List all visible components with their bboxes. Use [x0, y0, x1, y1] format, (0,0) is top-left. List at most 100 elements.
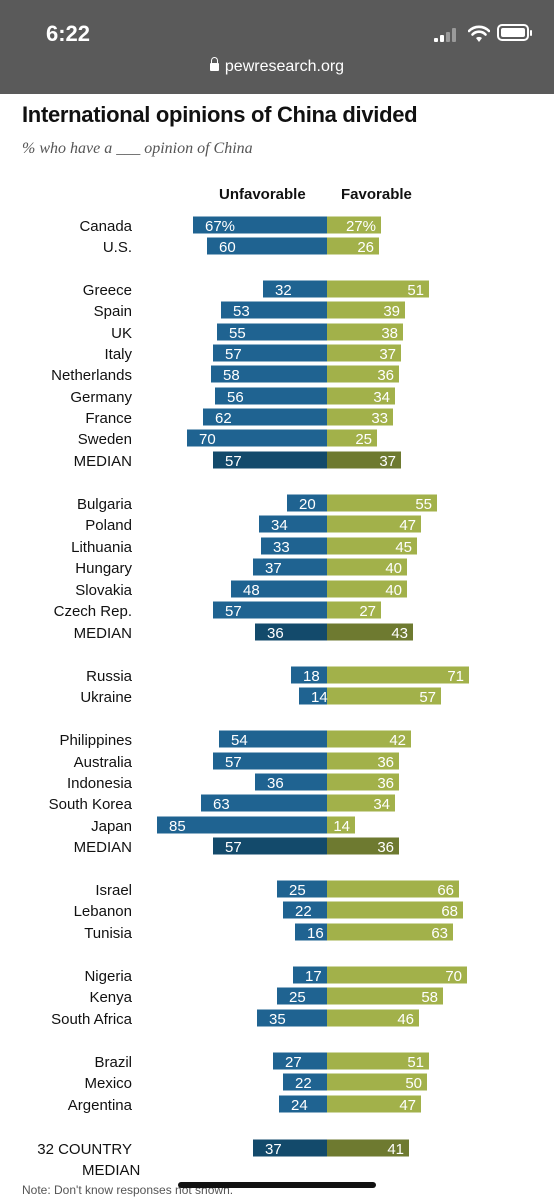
favorable-value-label: 25: [355, 431, 372, 448]
unfavorable-value-label: 58: [223, 367, 240, 384]
unfavorable-value-label: 32: [275, 282, 292, 299]
favorable-value-label: 58: [421, 989, 438, 1006]
favorable-bar: [327, 580, 407, 598]
favorable-bar: [327, 837, 399, 855]
favorable-value-label: 36: [377, 367, 394, 384]
favorable-value-label: 46: [397, 1011, 414, 1028]
country-label: Sweden: [78, 431, 132, 448]
country-label: Australia: [74, 754, 133, 771]
unfavorable-value-label: 18: [303, 668, 320, 685]
chart-subtitle: % who have a ___ opinion of China: [22, 140, 253, 157]
unfavorable-bar: [213, 344, 327, 362]
favorable-value-label: 34: [373, 389, 390, 406]
country-label: Mexico: [84, 1075, 132, 1092]
favorable-value-label: 63: [431, 925, 448, 942]
country-label: Tunisia: [84, 925, 132, 942]
unfavorable-value-label: 37: [265, 560, 282, 577]
chart-title: International opinions of China divided: [22, 102, 418, 127]
country-label: MEDIAN: [74, 453, 132, 470]
favorable-bar: [327, 537, 417, 555]
favorable-value-label: 41: [387, 1141, 404, 1158]
unfavorable-value-label: 27: [285, 1054, 302, 1071]
favorable-bar: [327, 623, 413, 641]
unfavorable-bar: [215, 387, 327, 405]
unfavorable-value-label: 54: [231, 732, 248, 749]
unfavorable-value-label: 60: [219, 239, 236, 256]
unfavorable-value-label: 34: [271, 517, 288, 534]
unfavorable-bar: [253, 1139, 327, 1157]
unfavorable-value-label: 53: [233, 303, 250, 320]
unfavorable-value-label: 36: [267, 775, 284, 792]
unfavorable-value-label: 85: [169, 818, 186, 835]
favorable-value-label: 47: [399, 1097, 416, 1114]
favorable-value-label: 40: [385, 560, 402, 577]
unfavorable-bar: [193, 216, 327, 234]
unfavorable-bar: [287, 494, 327, 512]
favorable-bar: [327, 1052, 429, 1070]
favorable-bar: [327, 601, 381, 619]
country-label: Philippines: [59, 732, 132, 749]
favorable-bar: [327, 494, 437, 512]
unfavorable-bar: [213, 752, 327, 770]
country-label: Italy: [104, 346, 132, 363]
home-indicator[interactable]: [178, 1182, 376, 1188]
favorable-value-label: 38: [381, 325, 398, 342]
unfavorable-value-label: 57: [225, 603, 242, 620]
unfavorable-value-label: 67%: [205, 218, 235, 235]
url-bar[interactable]: pewresearch.org: [0, 57, 554, 76]
unfavorable-bar: [211, 365, 327, 383]
country-label: Russia: [86, 668, 133, 685]
unfavorable-bar: [259, 515, 327, 533]
favorable-bar: [327, 880, 459, 898]
country-label: France: [85, 410, 132, 427]
country-label: MEDIAN: [74, 625, 132, 642]
favorable-bar: [327, 280, 429, 298]
favorable-bar: [327, 515, 421, 533]
favorable-bar: [327, 323, 403, 341]
unfavorable-value-label: 16: [307, 925, 324, 942]
unfavorable-value-label: 20: [299, 496, 316, 513]
country-label: Bulgaria: [77, 496, 133, 513]
country-label: Spain: [94, 303, 132, 320]
favorable-bar: [327, 987, 443, 1005]
favorable-value-label: 33: [371, 410, 388, 427]
unfavorable-bar: [295, 923, 327, 941]
unfavorable-value-label: 70: [199, 431, 216, 448]
unfavorable-bar: [273, 1052, 327, 1070]
country-label: MEDIAN: [74, 839, 132, 856]
unfavorable-value-label: 62: [215, 410, 232, 427]
unfavorable-bar: [283, 1073, 327, 1091]
unfavorable-bar: [219, 730, 327, 748]
unfavorable-value-label: 22: [295, 1075, 312, 1092]
favorable-bar: [327, 408, 393, 426]
status-time: 6:22: [46, 21, 91, 46]
favorable-value-label: 42: [389, 732, 406, 749]
unfavorable-value-label: 37: [265, 1141, 282, 1158]
unfavorable-bar: [263, 280, 327, 298]
favorable-bar: [327, 901, 463, 919]
country-label: Nigeria: [84, 968, 132, 985]
unfavorable-value-label: 48: [243, 582, 260, 599]
favorable-bar: [327, 687, 441, 705]
unfavorable-bar: [293, 966, 327, 984]
favorable-bar: [327, 1073, 427, 1091]
battery-icon: [497, 24, 532, 41]
favorable-value-label: 70: [445, 968, 462, 985]
favorable-bar: [327, 666, 469, 684]
country-label: Poland: [85, 517, 132, 534]
favorable-value-label: 57: [419, 689, 436, 706]
favorable-value-label: 43: [391, 625, 408, 642]
favorable-bar: [327, 1009, 419, 1027]
favorable-bar: [327, 752, 399, 770]
country-label: Indonesia: [67, 775, 133, 792]
favorable-bar: [327, 558, 407, 576]
unfavorable-bar: [283, 901, 327, 919]
unfavorable-bar: [299, 687, 327, 705]
favorable-value-label: 66: [437, 882, 454, 899]
country-label: Germany: [70, 389, 132, 406]
country-label: South Korea: [49, 796, 133, 813]
unfavorable-value-label: 22: [295, 903, 312, 920]
unfavorable-value-label: 17: [305, 968, 322, 985]
unfavorable-bar: [255, 623, 327, 641]
unfavorable-value-label: 25: [289, 882, 306, 899]
